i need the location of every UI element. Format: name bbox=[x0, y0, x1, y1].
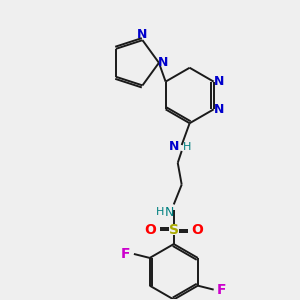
Text: H: H bbox=[182, 142, 191, 152]
Text: N: N bbox=[213, 103, 224, 116]
Text: O: O bbox=[192, 223, 203, 237]
Text: F: F bbox=[217, 283, 226, 297]
Text: S: S bbox=[169, 223, 179, 237]
Text: F: F bbox=[121, 247, 131, 261]
Text: O: O bbox=[144, 223, 156, 237]
Text: N: N bbox=[213, 75, 224, 88]
Text: N: N bbox=[165, 206, 175, 219]
Text: H: H bbox=[156, 207, 164, 218]
Text: N: N bbox=[137, 28, 148, 41]
Text: N: N bbox=[169, 140, 179, 154]
Text: N: N bbox=[158, 56, 168, 69]
